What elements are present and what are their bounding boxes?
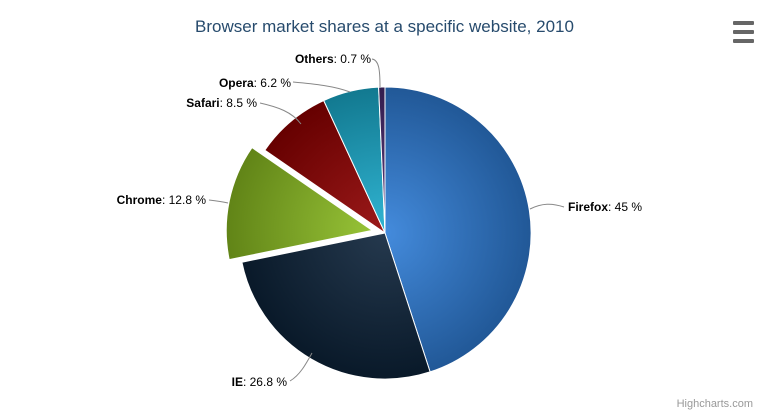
hamburger-bar xyxy=(733,30,754,34)
label-connectors xyxy=(208,58,565,382)
label-connector-safari xyxy=(259,102,302,125)
slice-label-ie: IE: 26.8 % xyxy=(232,375,288,389)
label-connector-others xyxy=(371,58,381,88)
pie-slice-firefox[interactable] xyxy=(384,86,532,373)
pie-slice-others[interactable] xyxy=(378,86,386,234)
hamburger-menu-icon[interactable] xyxy=(733,21,754,43)
label-connector-firefox xyxy=(529,203,565,210)
label-connector-chrome xyxy=(208,199,229,204)
credits-link[interactable]: Highcharts.com xyxy=(676,398,753,410)
slice-labels: Firefox: 45 % IE: 26.8 % Chrome: 12.8 % Saf… xyxy=(117,52,643,389)
slice-label-others: Others: 0.7 % xyxy=(295,52,371,66)
hamburger-bar xyxy=(733,39,754,43)
chart-title: Browser market shares at a specific webs… xyxy=(195,17,574,36)
slice-label-opera: Opera: 6.2 % xyxy=(219,76,291,90)
pie-slices xyxy=(225,86,532,380)
label-connector-ie xyxy=(289,352,313,382)
pie-slice-chrome[interactable] xyxy=(225,147,373,261)
hamburger-bar xyxy=(733,21,754,25)
label-connector-opera xyxy=(292,81,351,93)
pie-slice-ie[interactable] xyxy=(241,232,431,380)
slice-label-safari: Safari: 8.5 % xyxy=(186,96,257,110)
slice-label-firefox: Firefox: 45 % xyxy=(568,200,642,214)
slice-label-chrome: Chrome: 12.8 % xyxy=(117,193,207,207)
